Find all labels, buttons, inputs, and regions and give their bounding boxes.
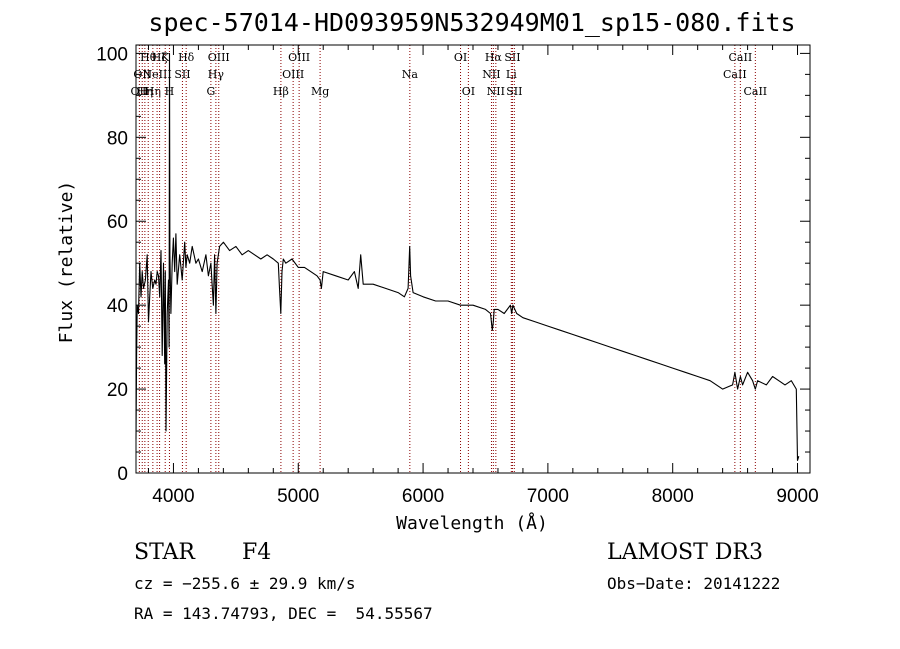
- y-tick-label-40: 40: [107, 296, 128, 317]
- line-label-0: OII: [131, 85, 149, 98]
- line-label-26: SII: [506, 85, 522, 98]
- plot-frame: [135, 44, 811, 474]
- survey-name: LAMOST DR3: [607, 540, 763, 565]
- ra-dec-coordinates: RA = 143.74793, DEC = 54.55567: [134, 604, 433, 623]
- line-label-19: OI: [454, 51, 467, 64]
- line-label-4: Hη: [145, 85, 161, 98]
- axis-ticks-layer: 4000 5000 6000 7000 8000 9000 0 20 40 60 80 100: [96, 44, 818, 507]
- line-label-9: SII: [174, 68, 190, 81]
- line-label-27: CaII: [723, 68, 747, 81]
- redshift-cz: cz = −255.6 ± 29.9 km/s: [134, 574, 356, 593]
- line-label-11: G: [206, 85, 215, 98]
- line-label-29: CaII: [743, 85, 767, 98]
- line-label-1: OII: [133, 68, 151, 81]
- line-label-13: OIII: [208, 51, 230, 64]
- series-layer: [135, 52, 800, 461]
- y-tick-label-20: 20: [107, 380, 128, 401]
- line-label-6: Hζ: [152, 51, 168, 64]
- line-label-12: Hγ: [208, 68, 225, 81]
- line-label-20: OI: [462, 85, 475, 98]
- y-tick-label-0: 0: [117, 464, 128, 485]
- line-label-10: Hδ: [178, 51, 195, 64]
- line-label-24: Li: [506, 68, 517, 81]
- line-label-28: CaII: [729, 51, 753, 64]
- line-label-18: Na: [402, 68, 419, 81]
- observation-date: Obs−Date: 20141222: [607, 574, 781, 593]
- line-label-5: NeIII: [143, 68, 172, 81]
- x-tick-label-5000: 5000: [277, 486, 319, 507]
- x-tick-label-6000: 6000: [402, 486, 444, 507]
- object-class: STAR: [134, 540, 195, 565]
- line-label-21: NII: [482, 68, 500, 81]
- x-tick-label-7000: 7000: [527, 486, 569, 507]
- x-axis-label: Wavelength (Å): [396, 512, 548, 534]
- line-label-15: OIII: [282, 68, 304, 81]
- line-label-17: Mg: [311, 85, 329, 98]
- line-label-22: Hα: [485, 51, 503, 64]
- y-axis-label: Flux (relative): [56, 181, 77, 344]
- x-tick-label-8000: 8000: [652, 486, 694, 507]
- line-label-14: Hβ: [273, 85, 289, 98]
- line-label-23: NII: [487, 85, 505, 98]
- line-label-16: OIII: [288, 51, 310, 64]
- line-label-2: Hη: [137, 85, 153, 98]
- chart-title: spec-57014-HD093959N532949M01_sp15-080.f…: [148, 8, 795, 37]
- x-tick-label-4000: 4000: [152, 486, 194, 507]
- line-label-7: K: [161, 51, 170, 64]
- line-label-25: SII: [504, 51, 520, 64]
- x-tick-label-9000: 9000: [776, 486, 818, 507]
- emission-lines-layer: OIIOIIHηHθHηNeIIIHζKHSIIHδGHγOIIIHβOIIIO…: [131, 45, 767, 473]
- series-flux: [135, 52, 800, 461]
- y-tick-label-100: 100: [96, 44, 128, 65]
- object-subclass: F4: [242, 540, 272, 565]
- y-tick-label-60: 60: [107, 212, 128, 233]
- y-tick-label-80: 80: [107, 128, 128, 149]
